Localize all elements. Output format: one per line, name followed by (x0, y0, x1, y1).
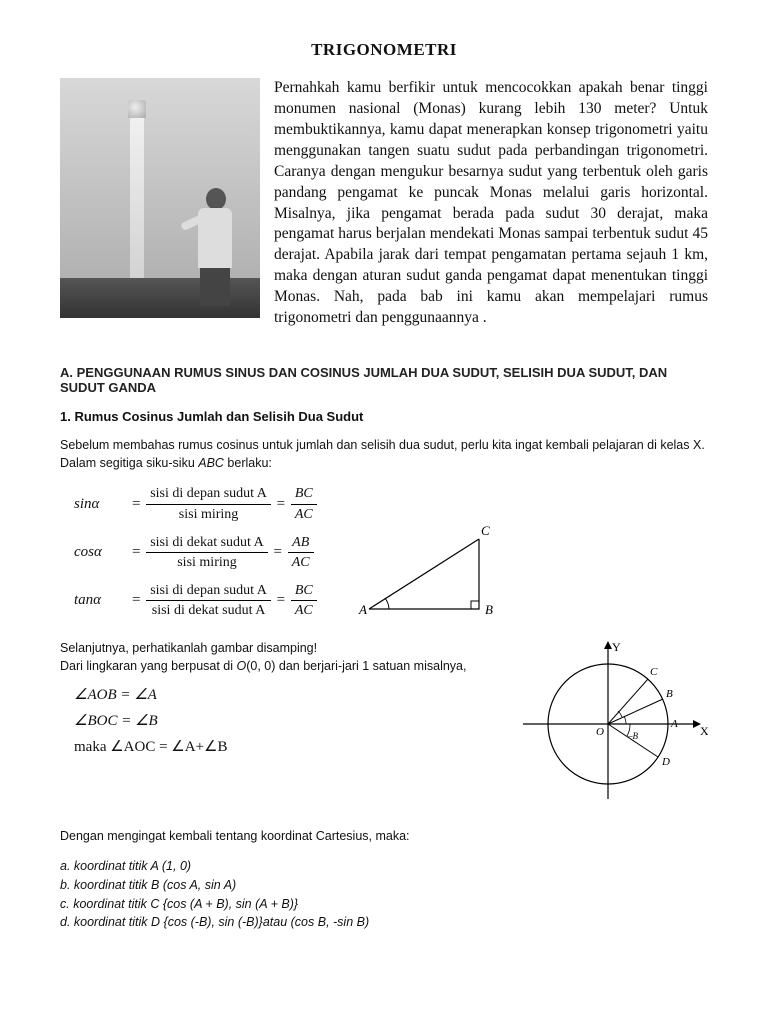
sin-r-num: BC (291, 484, 317, 505)
sin-num: sisi di depan sudut A (146, 484, 271, 505)
cos-num: sisi di dekat sudut A (146, 533, 268, 554)
sin-lhs: sinα (74, 494, 132, 515)
intro-block: Pernahkah kamu berfikir untuk mencocokka… (60, 78, 708, 329)
cos-r-den: AC (288, 553, 314, 573)
tan-r-num: BC (291, 581, 317, 602)
para1-a: Sebelum membahas rumus cosinus untuk jum… (60, 438, 705, 470)
cos-r-num: AB (288, 533, 314, 554)
paragraph-1: Sebelum membahas rumus cosinus untuk jum… (60, 436, 708, 472)
angle-boc: ∠BOC = ∠B (74, 711, 478, 733)
point-c-label: C (650, 666, 658, 678)
angle-list: ∠AOB = ∠A ∠BOC = ∠B maka ∠AOC = ∠A+∠B (60, 685, 478, 758)
tan-lhs: tanα (74, 590, 132, 611)
sin-den: sisi miring (146, 505, 271, 525)
para1-abc: ABC (198, 456, 224, 470)
cos-lhs: cosα (74, 542, 132, 563)
tan-definition: tanα = sisi di depan sudut Asisi di deka… (74, 581, 319, 621)
circle-row: Selanjutnya, perhatikanlah gambar disamp… (60, 639, 708, 809)
axis-x-label: X (700, 724, 708, 738)
trig-definitions: sinα = sisi di depan sudut Asisi miring … (60, 484, 319, 629)
point-a-label: A (670, 718, 678, 730)
unit-circle-diagram: Y X O A B C D –B (508, 639, 708, 809)
point-b-label: B (666, 688, 673, 700)
para2-line1: Selanjutnya, perhatikanlah gambar disamp… (60, 639, 478, 657)
tri-label-a: A (358, 602, 367, 617)
point-d-label: D (661, 756, 670, 768)
origin-label: O (596, 726, 604, 738)
para2-b: Dari lingkaran yang berpusat di (60, 659, 237, 673)
angle-aoc: maka ∠AOC = ∠A+∠B (74, 737, 478, 759)
coord-a: a. koordinat titik A (1, 0) (60, 857, 708, 876)
paragraph-3: Dengan mengingat kembali tentang koordin… (60, 827, 708, 845)
coord-c: c. koordinat titik C {cos (A + B), sin (… (60, 895, 708, 914)
page-title: TRIGONOMETRI (60, 40, 708, 60)
sin-definition: sinα = sisi di depan sudut Asisi miring … (74, 484, 319, 524)
monas-photo (60, 78, 260, 318)
coord-d: d. koordinat titik D {cos (-B), sin (-B)… (60, 913, 708, 932)
circle-text-block: Selanjutnya, perhatikanlah gambar disamp… (60, 639, 478, 763)
tri-label-c: C (481, 523, 490, 538)
cos-definition: cosα = sisi di dekat sudut Asisi miring … (74, 533, 319, 573)
intro-paragraph: Pernahkah kamu berfikir untuk mencocokka… (274, 78, 708, 329)
tan-num: sisi di depan sudut A (146, 581, 271, 602)
cos-den: sisi miring (146, 553, 268, 573)
coordinate-list: a. koordinat titik A (1, 0) b. koordinat… (60, 857, 708, 932)
tri-label-b: B (485, 602, 493, 617)
para2-o: O (237, 659, 247, 673)
neg-b-label: –B (627, 731, 639, 741)
axis-y-label: Y (612, 640, 621, 654)
section-a-heading: A. PENGGUNAAN RUMUS SINUS DAN COSINUS JU… (60, 365, 708, 395)
para2-d: (0, 0) dan berjari-jari 1 satuan misalny… (246, 659, 466, 673)
para1-c: berlaku: (224, 456, 272, 470)
tan-den: sisi di dekat sudut A (146, 601, 271, 621)
angle-aob: ∠AOB = ∠A (74, 685, 478, 707)
sin-r-den: AC (291, 505, 317, 525)
coord-b: b. koordinat titik B (cos A, sin A) (60, 876, 708, 895)
formulas-row: sinα = sisi di depan sudut Asisi miring … (60, 484, 708, 629)
right-triangle-diagram: A B C (349, 519, 519, 629)
tan-r-den: AC (291, 601, 317, 621)
subheading-1: 1. Rumus Cosinus Jumlah dan Selisih Dua … (60, 409, 708, 424)
